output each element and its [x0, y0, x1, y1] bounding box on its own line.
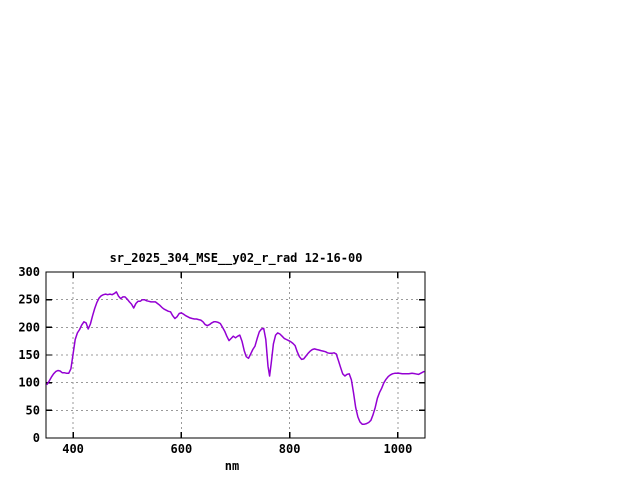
y-tick-label: 150	[18, 348, 40, 362]
x-tick-label: 800	[279, 442, 301, 456]
series-layer	[46, 291, 425, 425]
x-tick-label: 400	[62, 442, 84, 456]
y-tick-label: 200	[18, 320, 40, 334]
x-axis-label: nm	[225, 459, 239, 473]
label-layer: 400 600 800 1000 0 50 100 150 200 250 300	[18, 265, 412, 456]
y-tick-label: 50	[26, 403, 40, 417]
y-tick-label: 100	[18, 376, 40, 390]
y-tick-label: 0	[33, 431, 40, 445]
y-tick-label: 250	[18, 293, 40, 307]
chart-title: sr_2025_304_MSE__y02_r_rad 12-16-00	[110, 251, 363, 266]
x-tick-label: 1000	[383, 442, 412, 456]
y-tick-label: 300	[18, 265, 40, 279]
grid-layer	[46, 272, 425, 438]
spectrum-line	[46, 291, 425, 425]
x-tick-label: 600	[171, 442, 193, 456]
tick-layer	[46, 271, 425, 439]
